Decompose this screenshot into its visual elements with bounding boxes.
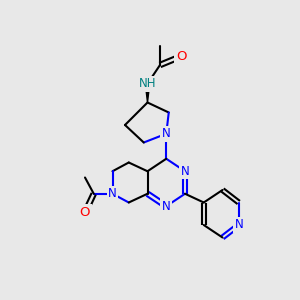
Text: N: N [234,218,243,232]
Text: N: N [162,200,171,213]
Polygon shape [145,84,150,103]
Text: O: O [176,50,187,63]
Text: O: O [80,206,90,219]
Text: N: N [108,187,117,200]
Text: N: N [181,165,189,178]
Text: N: N [162,127,171,140]
Text: NH: NH [139,77,156,90]
